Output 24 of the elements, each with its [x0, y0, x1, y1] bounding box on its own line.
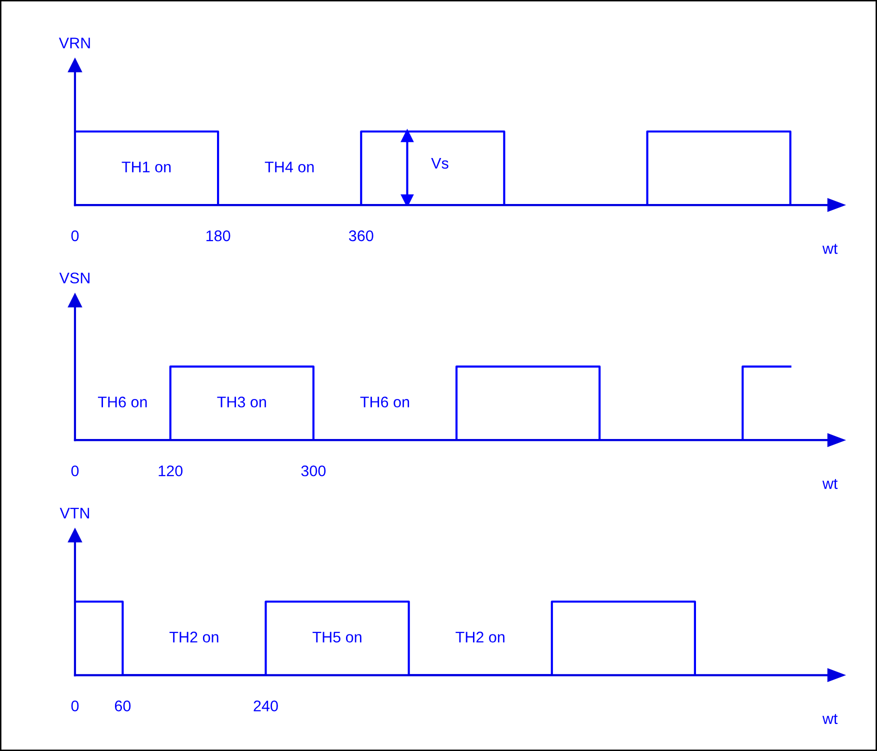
x-tick-label: 120: [158, 465, 183, 476]
x-tick-label: 60: [114, 700, 131, 712]
y-axis-title: VRN: [58, 38, 90, 48]
x-tick-label: 300: [301, 465, 326, 476]
x-tick-label: 0: [71, 700, 79, 712]
x-tick-label: 180: [206, 230, 230, 242]
x-tick-label: 360: [348, 230, 374, 242]
x-tick-label: 0: [71, 230, 79, 242]
annotation: TH6 on: [98, 396, 147, 408]
y-axis-title: VTN: [60, 508, 90, 518]
annotation: TH1 on: [122, 162, 171, 172]
annotation: TH2 on: [456, 632, 504, 642]
x-tick-label: 0: [71, 465, 79, 476]
annotation: TH3 on: [217, 396, 266, 408]
x-axis-title: wt: [822, 714, 838, 724]
y-axis-title: VSN: [59, 272, 90, 284]
annotation: TH4 on: [264, 162, 314, 172]
annotation: TH6 on: [360, 396, 410, 408]
x-axis-title: wt: [822, 478, 838, 489]
x-axis-title: wt: [822, 244, 838, 254]
annotation: TH2 on: [170, 632, 218, 642]
annotation: TH5 on: [312, 632, 362, 642]
ref-line-label: Vs: [431, 158, 448, 169]
x-tick-label: 240: [254, 700, 278, 712]
